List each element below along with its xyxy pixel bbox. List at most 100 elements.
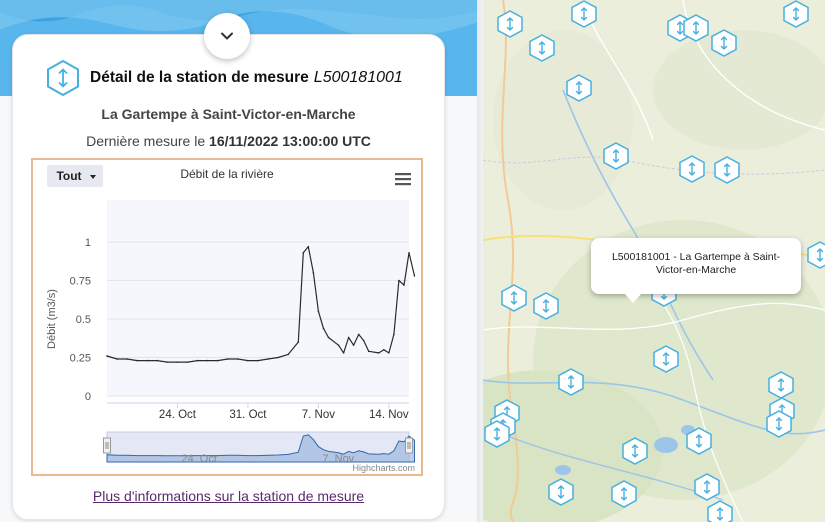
map-popup: L500181001 - La Gartempe à Saint-Victor-…: [591, 238, 801, 294]
station-hex-icon[interactable]: [711, 29, 737, 57]
data-point: [383, 349, 385, 351]
station-hex-icon[interactable]: [766, 410, 792, 438]
station-hex-icon[interactable]: [484, 420, 510, 448]
data-point: [156, 359, 159, 362]
station-hex-icon[interactable]: [501, 284, 527, 312]
flow-chart: Tout Débit de la rivière 0 0.25 0.5 0.75 1 Débi…: [31, 158, 423, 476]
station-title: Détail de la station de mesure L500181001: [90, 69, 403, 87]
station-hex-icon[interactable]: [548, 478, 574, 506]
caret-down-icon: [90, 175, 96, 179]
menu-icon: [395, 183, 411, 186]
map-view[interactable]: L500181001 - La Gartempe à Saint-Victor-…: [483, 0, 825, 522]
data-point: [413, 275, 416, 277]
x-tick-label: 14. Nov: [369, 409, 409, 421]
data-point: [388, 352, 390, 354]
data-point: [216, 359, 219, 362]
x-tick-label: 31. Oct: [229, 409, 267, 421]
y-tick-label: 1: [85, 237, 91, 249]
station-hex-icon[interactable]: [679, 155, 705, 183]
data-point: [322, 327, 325, 330]
station-hex-icon[interactable]: [686, 427, 712, 455]
navigator-label: 24. Oct: [181, 453, 216, 465]
data-point: [327, 336, 330, 339]
data-point: [307, 245, 310, 248]
chevron-down-icon: [221, 32, 233, 40]
station-hex-icon[interactable]: [653, 345, 679, 373]
station-detail-panel: Détail de la station de mesure L500181001…: [0, 0, 478, 522]
data-point: [337, 344, 340, 346]
station-hex-icon: [47, 60, 79, 96]
range-selector-button[interactable]: [47, 165, 103, 187]
y-tick-label: 0.75: [70, 276, 91, 288]
x-tick-label: 24. Oct: [159, 409, 197, 421]
data-point: [126, 358, 128, 360]
menu-icon: [395, 173, 411, 176]
station-title-prefix: Détail de la station de mesure: [90, 69, 309, 86]
chart-title: Débit de la rivière: [180, 167, 274, 181]
menu-icon: [395, 178, 411, 181]
station-hex-icon[interactable]: [622, 437, 648, 465]
data-point: [317, 310, 320, 313]
x-tick-label: 7. Nov: [302, 409, 335, 421]
station-hex-icon[interactable]: [714, 156, 740, 184]
navigator-label: 7. Nov: [322, 453, 354, 465]
data-point: [398, 279, 400, 282]
station-hex-icon[interactable]: [529, 34, 555, 62]
navigator-handle[interactable]: [405, 437, 413, 454]
data-point: [116, 358, 118, 360]
last-measure-label: Dernière mesure le: [86, 133, 206, 149]
station-hex-icon[interactable]: [807, 241, 825, 269]
station-hex-icon[interactable]: [571, 0, 597, 28]
chart-credits[interactable]: Highcharts.com: [352, 463, 415, 473]
station-hex-icon[interactable]: [497, 10, 523, 38]
data-point: [312, 272, 315, 274]
station-hex-icon[interactable]: [707, 500, 733, 522]
station-hex-icon[interactable]: [533, 292, 559, 320]
station-hex-icon[interactable]: [558, 368, 584, 396]
data-point: [176, 361, 179, 363]
data-point: [287, 353, 289, 356]
data-point: [186, 361, 189, 363]
data-point: [352, 344, 355, 346]
data-point: [257, 359, 259, 362]
station-hex-icon[interactable]: [683, 14, 709, 42]
station-code: L500181001: [313, 69, 403, 86]
station-hex-icon[interactable]: [783, 0, 809, 28]
last-measure-datetime: 16/11/2022 13:00:00 UTC: [209, 133, 371, 149]
data-point: [362, 339, 365, 342]
more-info-link[interactable]: Plus d'informations sur la station de me…: [92, 488, 365, 504]
data-point: [146, 359, 149, 362]
collapse-button[interactable]: [204, 13, 250, 59]
navigator-series: [106, 434, 415, 463]
data-point: [136, 359, 138, 362]
data-point: [267, 358, 269, 360]
y-tick-label: 0.5: [76, 314, 91, 326]
plot-area: [107, 200, 409, 396]
data-point: [297, 341, 300, 343]
data-point: [277, 356, 279, 359]
station-hex-icon[interactable]: [611, 480, 637, 508]
y-tick-label: 0: [85, 391, 91, 403]
map-popup-tip: [624, 293, 642, 303]
data-point: [302, 251, 305, 254]
data-point: [378, 352, 380, 354]
panel-divider[interactable]: [477, 0, 483, 522]
station-title-row: Détail de la station de mesure L500181001: [46, 60, 403, 96]
station-hex-icon[interactable]: [566, 74, 592, 102]
data-point: [227, 358, 229, 360]
last-measure: Dernière mesure le 16/11/2022 13:00:00 U…: [12, 133, 445, 149]
data-point: [342, 352, 345, 354]
data-point: [367, 350, 370, 353]
station-name: La Gartempe à Saint-Victor-en-Marche: [101, 106, 356, 122]
station-hex-icon[interactable]: [768, 371, 794, 399]
station-hex-icon[interactable]: [694, 473, 720, 501]
data-point: [247, 359, 249, 362]
y-tick-label: 0.25: [70, 353, 91, 365]
data-point: [196, 359, 199, 362]
navigator-handle[interactable]: [103, 437, 111, 454]
data-point: [206, 359, 209, 362]
data-point: [393, 333, 395, 336]
data-point: [403, 284, 405, 286]
station-hex-icon[interactable]: [603, 142, 629, 170]
data-point: [166, 361, 169, 363]
